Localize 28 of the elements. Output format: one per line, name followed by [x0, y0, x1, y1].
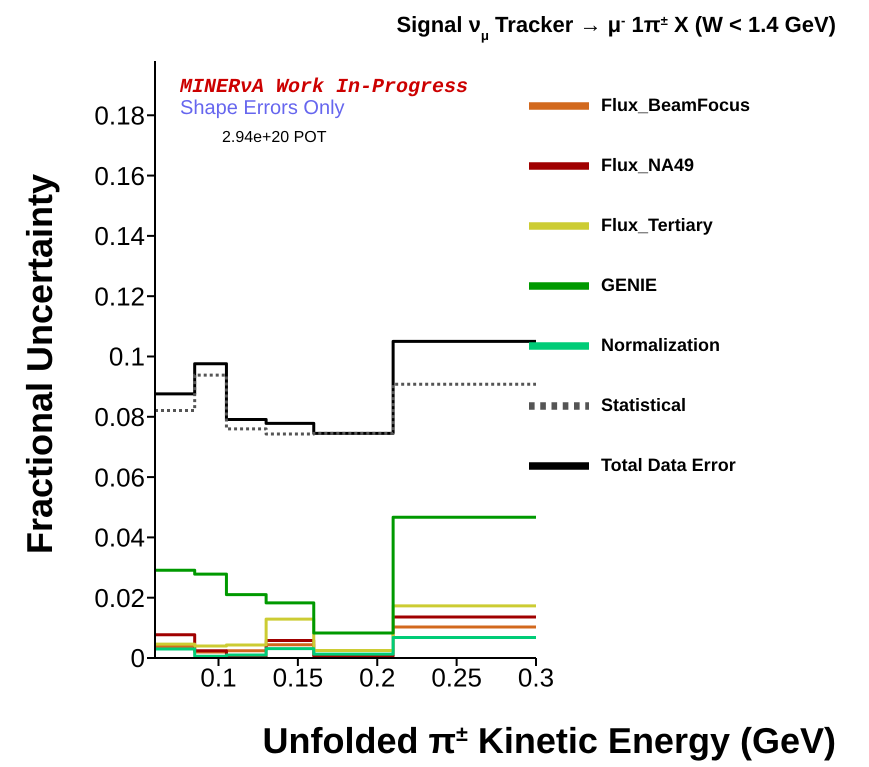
- legend-label: GENIE: [601, 274, 658, 295]
- y-tick-label: 0.12: [94, 281, 145, 312]
- legend-label: Normalization: [601, 334, 720, 355]
- y-tick-label: 0.1: [108, 342, 145, 372]
- legend-label: Flux_BeamFocus: [601, 94, 750, 115]
- text: Signal ν$_{μ}$ Tracker → μ$^{-}$ 1π$^{±}$ X (W < 1.4 GeV): [396, 12, 836, 42]
- legend-label: Flux_NA49: [601, 154, 694, 175]
- annotation: MINERνA Work In-Progress: [179, 76, 468, 99]
- y-tick-label: 0.18: [94, 100, 145, 131]
- x-tick-label: 0.3: [518, 662, 554, 692]
- y-tick-label: 0.08: [94, 402, 145, 432]
- legend-label: Statistical: [601, 394, 686, 415]
- x-axis-title: Unfolded π$^{±}$ Kinetic Energy (GeV): [262, 720, 836, 761]
- y-tick-label: 0: [130, 643, 145, 674]
- y-tick-label: 0.16: [94, 160, 145, 191]
- legend-label: Total Data Error: [601, 454, 736, 475]
- y-tick-label: 0.02: [94, 582, 145, 613]
- annotation: 2.94e+20 POT: [222, 129, 327, 146]
- x-tick-label: 0.25: [431, 662, 482, 692]
- legend-label: Flux_Tertiary: [601, 214, 713, 235]
- annotation: Shape Errors Only: [180, 97, 345, 119]
- x-tick-label: 0.2: [359, 662, 396, 692]
- y-tick-label: 0.06: [94, 462, 145, 492]
- y-axis-title: Fractional Uncertainty: [19, 174, 60, 554]
- x-tick-label: 0.15: [272, 662, 324, 692]
- x-tick-label: 0.1: [200, 662, 237, 692]
- y-tick-label: 0.14: [94, 221, 145, 252]
- y-tick-label: 0.04: [94, 522, 145, 553]
